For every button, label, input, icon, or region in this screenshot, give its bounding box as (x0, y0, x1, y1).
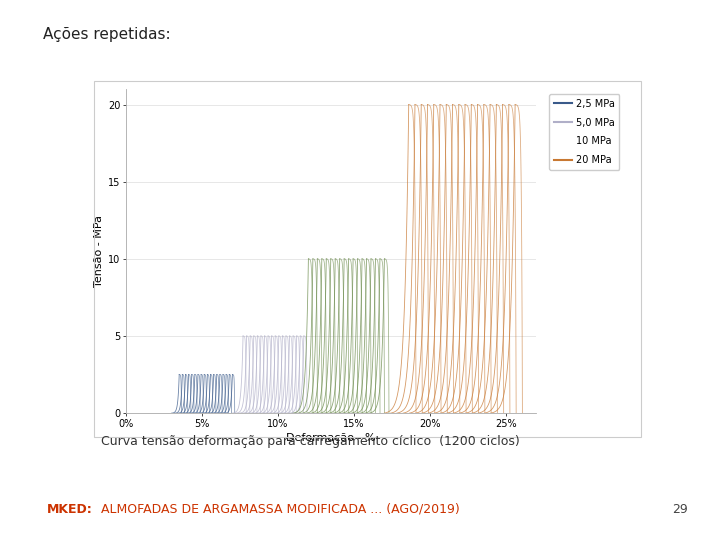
Text: MKED:: MKED: (47, 503, 93, 516)
Legend: 2,5 MPa, 5,0 MPa, 10 MPa, 20 MPa: 2,5 MPa, 5,0 MPa, 10 MPa, 20 MPa (549, 94, 619, 170)
Text: Curva tensão deformação para carregamento cíclico  (1200 ciclos): Curva tensão deformação para carregament… (101, 435, 520, 448)
Text: Ações repetidas:: Ações repetidas: (43, 27, 171, 42)
Text: ALMOFADAS DE ARGAMASSA MODIFICADA ... (AGO/2019): ALMOFADAS DE ARGAMASSA MODIFICADA ... (A… (97, 503, 460, 516)
X-axis label: Deformação - %: Deformação - % (287, 433, 376, 443)
Text: 29: 29 (672, 503, 688, 516)
Y-axis label: Tensão - MPa: Tensão - MPa (94, 215, 104, 287)
